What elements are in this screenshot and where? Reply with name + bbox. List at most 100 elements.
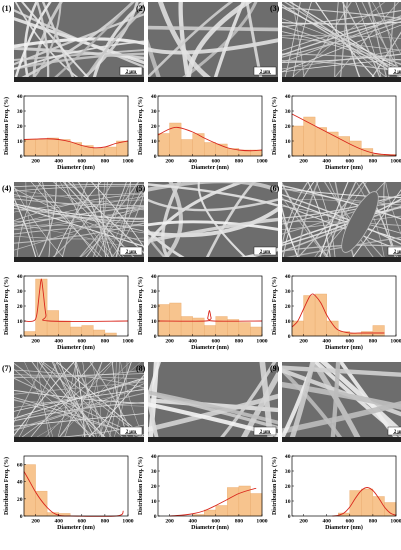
y-tick-label: 40 [285,94,291,100]
x-tick-label: 200 [31,159,40,165]
y-tick-label: 30 [151,109,157,115]
x-tick-label: 600 [346,519,355,525]
y-tick-label: 30 [17,289,23,295]
panel-label: (3) [270,4,280,13]
panel-label: (2) [136,4,146,13]
y-tick-label: 20 [151,124,157,130]
x-axis-label: Diameter (nm) [325,164,363,171]
x-tick-label: 600 [212,519,221,525]
histogram: 0 20 40 60 200 400 600 800 1000 Diameter (nm) Dist… [3,455,134,531]
x-tick-label: 400 [54,519,63,525]
x-tick-label: 400 [188,339,197,345]
plot-frame [23,455,129,517]
x-tick-label: 1000 [122,339,133,345]
histogram-bar [250,493,263,517]
panel-label: (6) [270,184,280,193]
y-axis-label: Distribution Freq. (%) [3,97,10,155]
y-axis-label: Distribution Freq. (%) [271,277,278,335]
histogram-bar [338,136,350,157]
histogram-bar [169,302,182,337]
panel-3: (3) 2 μm 0 10 20 30 40 200 400 600 800 1000 Diameter… [270,2,401,171]
x-tick-label: 200 [165,519,174,525]
sem-micrograph: 2 μm [282,362,401,442]
panel-1: (1) 2 μm 0 10 20 30 40 200 400 600 800 1000 Diameter… [2,2,144,171]
y-tick-label: 30 [285,289,291,295]
panel-label: (4) [2,184,12,193]
fit-curve [291,113,397,156]
y-tick-label: 10 [17,139,23,145]
histogram-bar [361,488,374,517]
panel-label: (8) [136,364,146,373]
scale-bar-label: 2 μm [126,70,136,75]
histogram: 0 10 20 30 40 200 400 600 800 1000 Diameter (nm) Di… [3,274,134,351]
x-tick-label: 1000 [256,519,267,525]
x-tick-label: 200 [299,339,308,345]
x-tick-label: 400 [54,159,63,165]
x-tick-label: 600 [78,159,87,165]
y-tick-label: 20 [285,304,291,310]
x-tick-label: 1000 [390,339,401,345]
histogram-bar [157,133,170,157]
x-tick-label: 400 [54,339,63,345]
histogram-bar [250,326,263,337]
y-axis-label: Distribution Freq. (%) [137,457,144,515]
panel-4: (4) 2 μm 0 10 20 30 40 200 400 600 800 1000 Diameter… [2,182,144,351]
x-tick-label: 1000 [256,339,267,345]
y-tick-label: 60 [17,462,23,468]
panel-8: (8) 2 μm 0 10 20 30 40 200 400 600 800 1000 Diameter… [136,362,278,531]
histogram-bar [326,131,339,157]
histogram-bar [372,496,385,517]
histogram-bar [93,329,106,337]
y-tick-label: 40 [151,454,157,460]
scale-bar-label: 2 μm [126,250,136,255]
histogram-bar [104,146,117,157]
x-tick-label: 1000 [122,519,133,525]
histogram-bar [180,316,193,337]
histogram-bar [23,139,36,157]
panel-label: (9) [270,364,280,373]
y-tick-label: 10 [151,139,157,145]
x-tick-label: 200 [299,159,308,165]
x-tick-label: 200 [299,519,308,525]
x-tick-label: 600 [212,339,221,345]
y-tick-label: 10 [285,319,291,325]
fit-curve [23,138,129,149]
histogram-bar [35,278,48,337]
y-tick-label: 20 [17,304,23,310]
x-tick-label: 600 [346,159,355,165]
y-tick-label: 0 [288,334,291,340]
histogram-bar [227,319,240,337]
y-axis-label: Distribution Freq. (%) [271,457,278,515]
histogram: 0 10 20 30 40 200 400 600 800 1000 Diameter (nm) Di… [271,454,401,531]
histogram: 0 10 20 30 40 200 400 600 800 1000 Diameter (nm) Di… [137,274,268,351]
sem-micrograph: 2 μm [14,362,144,442]
histogram-bar [303,295,316,337]
y-tick-label: 20 [17,124,23,130]
scale-bar-label: 2 μm [394,70,401,75]
fit-curve [157,126,263,152]
x-tick-label: 600 [78,519,87,525]
histogram-bar [180,139,193,157]
x-tick-label: 800 [369,519,378,525]
x-tick-label: 800 [369,159,378,165]
y-axis-label: Distribution Freq. (%) [137,97,144,155]
panel-label: (7) [2,364,12,373]
histogram: 0 10 20 30 40 200 400 600 800 1000 Diameter (nm) Di… [271,274,401,351]
y-tick-label: 20 [285,484,291,490]
histogram: 0 10 20 30 40 200 400 600 800 1000 Diameter (nm) Di… [3,94,134,171]
x-tick-label: 600 [346,339,355,345]
sem-micrograph: 2 μm [14,182,144,262]
scale-bar-label: 2 μm [260,250,270,255]
y-tick-label: 40 [17,94,23,100]
histogram-bar [35,139,48,157]
histogram-bar [23,464,36,517]
y-tick-label: 20 [151,484,157,490]
fit-curve [291,293,385,334]
x-tick-label: 400 [322,159,331,165]
histogram-bar [215,316,228,337]
fit-curve [23,278,129,322]
histogram-bar [361,331,374,337]
x-axis-label: Diameter (nm) [191,164,229,171]
x-axis-label: Diameter (nm) [57,344,95,351]
